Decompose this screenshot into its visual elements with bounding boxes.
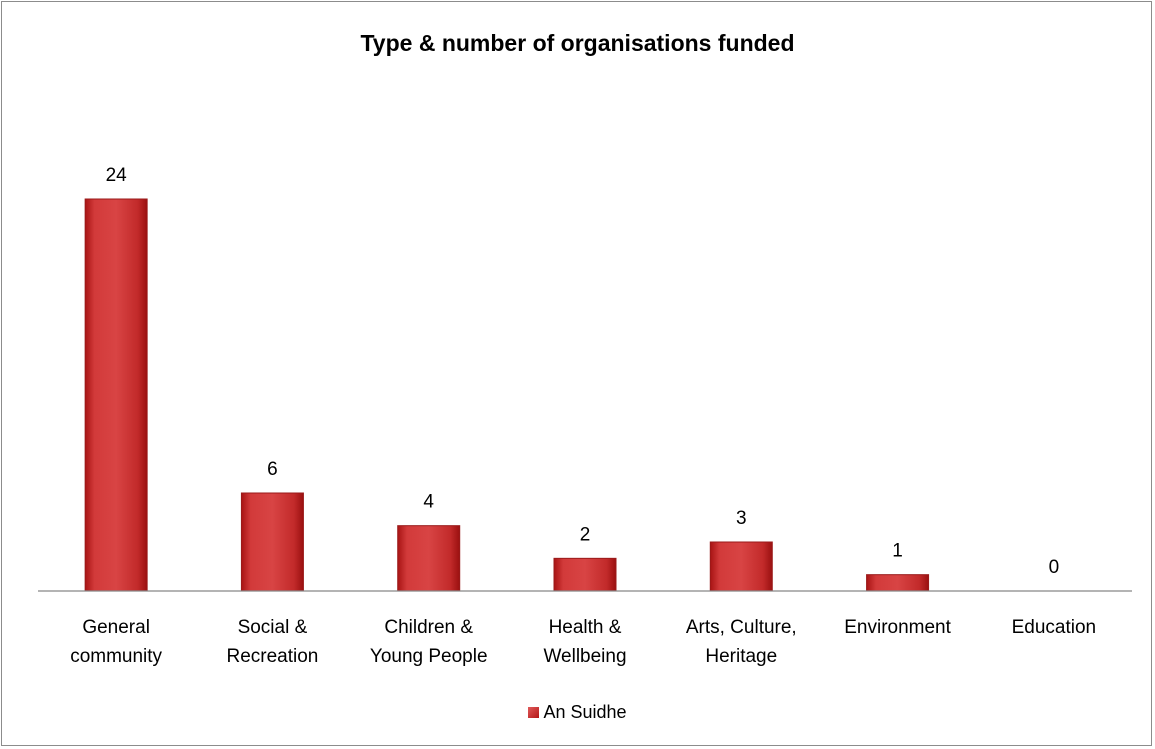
category-label-line: Young People bbox=[370, 646, 488, 667]
category-label-line: Health & bbox=[549, 617, 622, 638]
bar bbox=[240, 492, 304, 592]
chart-title: Type & number of organisations funded bbox=[360, 30, 795, 56]
data-label: 6 bbox=[267, 459, 278, 480]
bar bbox=[84, 198, 148, 592]
category-label-line: Heritage bbox=[705, 646, 777, 667]
bar bbox=[866, 574, 930, 592]
bar bbox=[553, 557, 617, 592]
category-label: General community bbox=[70, 617, 162, 667]
category-label-line: General bbox=[82, 617, 150, 638]
data-label: 3 bbox=[736, 508, 747, 529]
data-label: 4 bbox=[423, 492, 434, 513]
category-label-line: Recreation bbox=[226, 646, 318, 667]
category-label: Education bbox=[1012, 617, 1097, 638]
data-label: 1 bbox=[892, 541, 903, 562]
category-label: Children & Young People bbox=[370, 617, 488, 667]
category-label-line: Wellbeing bbox=[543, 646, 626, 667]
bar bbox=[709, 541, 773, 592]
legend-label: An Suidhe bbox=[543, 702, 627, 722]
category-labels-group: General community Social & Recreation Childr… bbox=[70, 617, 1096, 667]
data-label: 2 bbox=[580, 524, 591, 545]
category-label-line: community bbox=[70, 646, 162, 667]
legend-swatch bbox=[528, 707, 540, 718]
category-label: Arts, Culture, Heritage bbox=[686, 617, 797, 667]
category-label-line: Education bbox=[1012, 617, 1097, 638]
data-label: 24 bbox=[106, 165, 128, 186]
category-label-line: Children & bbox=[384, 617, 473, 638]
bar bbox=[397, 525, 461, 592]
category-label-line: Environment bbox=[844, 617, 951, 638]
category-label: Social & Recreation bbox=[226, 617, 318, 667]
data-labels-group: 24 6 4 2 3 1 0 bbox=[106, 165, 1060, 578]
legend: An Suidhe bbox=[0, 702, 1155, 723]
category-label-line: Social & bbox=[238, 617, 308, 638]
bars-group bbox=[84, 198, 930, 592]
category-label: Health & Wellbeing bbox=[543, 617, 626, 667]
category-label: Environment bbox=[844, 617, 951, 638]
data-label: 0 bbox=[1049, 557, 1060, 578]
category-label-line: Arts, Culture, bbox=[686, 617, 797, 638]
